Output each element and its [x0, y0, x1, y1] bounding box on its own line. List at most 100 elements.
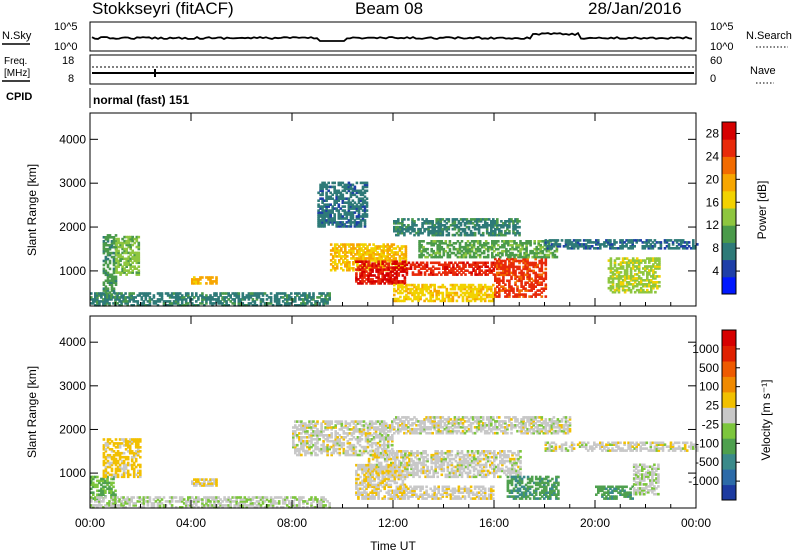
data-cell [342, 251, 345, 254]
data-cell [656, 275, 659, 278]
data-cell [316, 428, 319, 431]
data-cell [351, 221, 355, 224]
data-cell [102, 259, 106, 263]
data-cell [330, 428, 333, 431]
data-cell [331, 205, 334, 208]
data-cell [642, 290, 645, 294]
data-cell [197, 298, 200, 301]
data-cell [521, 247, 524, 251]
data-cell [629, 279, 633, 282]
data-cell [335, 199, 338, 202]
data-cell [112, 277, 116, 281]
data-cell [327, 181, 330, 185]
data-cell [90, 491, 93, 494]
data-cell [148, 500, 152, 503]
data-cell [308, 443, 311, 447]
data-cell [490, 299, 493, 303]
data-cell [469, 295, 473, 299]
data-cell [364, 247, 367, 250]
data-cell [321, 225, 324, 228]
data-cell [154, 302, 158, 305]
data-cell [333, 261, 337, 264]
data-cell [508, 279, 511, 283]
data-cell [312, 506, 315, 509]
data-cell [187, 304, 190, 307]
data-cell [644, 259, 647, 262]
data-cell [298, 498, 301, 501]
data-cell [397, 264, 401, 267]
data-cell [106, 289, 110, 292]
data-cell [237, 506, 241, 509]
data-cell [104, 243, 108, 247]
data-cell [438, 255, 442, 259]
data-cell [124, 300, 127, 303]
data-cell [331, 261, 335, 264]
data-cell [611, 247, 614, 250]
data-cell [496, 285, 499, 288]
data-cell [500, 229, 503, 233]
data-cell [611, 243, 614, 246]
data-cell [317, 191, 320, 195]
data-cell [102, 469, 106, 473]
data-cell [261, 498, 265, 501]
data-cell [442, 251, 446, 255]
data-cell [357, 223, 361, 226]
data-cell [119, 243, 122, 247]
data-cell [140, 302, 144, 305]
data-cell [463, 224, 467, 227]
data-cell [308, 445, 311, 449]
data-cell [125, 265, 128, 268]
data-cell [531, 251, 534, 255]
data-cell [357, 209, 361, 212]
data-cell [601, 243, 604, 246]
data-cell [348, 267, 351, 270]
data-cell [651, 241, 655, 244]
data-cell [580, 245, 584, 248]
data-cell [420, 251, 423, 255]
data-cell [115, 257, 118, 261]
data-cell [114, 459, 118, 463]
data-cell [108, 261, 112, 265]
data-cell [133, 241, 136, 245]
data-cell [621, 281, 625, 284]
data-cell [245, 294, 249, 297]
data-cell [508, 224, 511, 227]
data-cell [496, 220, 499, 223]
data-cell [112, 491, 115, 494]
data-cell [431, 233, 434, 237]
data-cell [494, 277, 497, 281]
data-cell [132, 438, 136, 441]
data-cell [487, 224, 491, 227]
data-cell [316, 500, 319, 503]
data-cell [511, 243, 514, 247]
data-cell [433, 231, 436, 235]
data-cell [650, 288, 653, 292]
data-cell [518, 259, 521, 263]
data-cell [413, 233, 416, 237]
data-cell [385, 274, 388, 277]
data-cell [452, 271, 455, 274]
data-cell [160, 296, 164, 299]
data-cell [453, 224, 457, 227]
data-cell [326, 438, 329, 441]
data-cell [150, 504, 154, 507]
data-cell [110, 455, 114, 459]
data-cell [352, 257, 355, 260]
data-cell [572, 247, 576, 250]
data-cell [94, 504, 97, 507]
data-cell [363, 274, 366, 277]
data-cell [304, 449, 307, 453]
data-cell [283, 302, 287, 305]
data-cell [104, 461, 108, 465]
data-cell [658, 263, 661, 266]
data-cell [325, 199, 328, 202]
data-cell [339, 193, 343, 197]
data-cell [106, 461, 110, 465]
data-cell [502, 275, 505, 279]
data-cell [498, 265, 501, 269]
data-cell [471, 291, 475, 295]
data-cell [231, 496, 234, 499]
data-cell [514, 271, 517, 275]
data-cell [491, 242, 494, 245]
data-cell [452, 251, 456, 255]
